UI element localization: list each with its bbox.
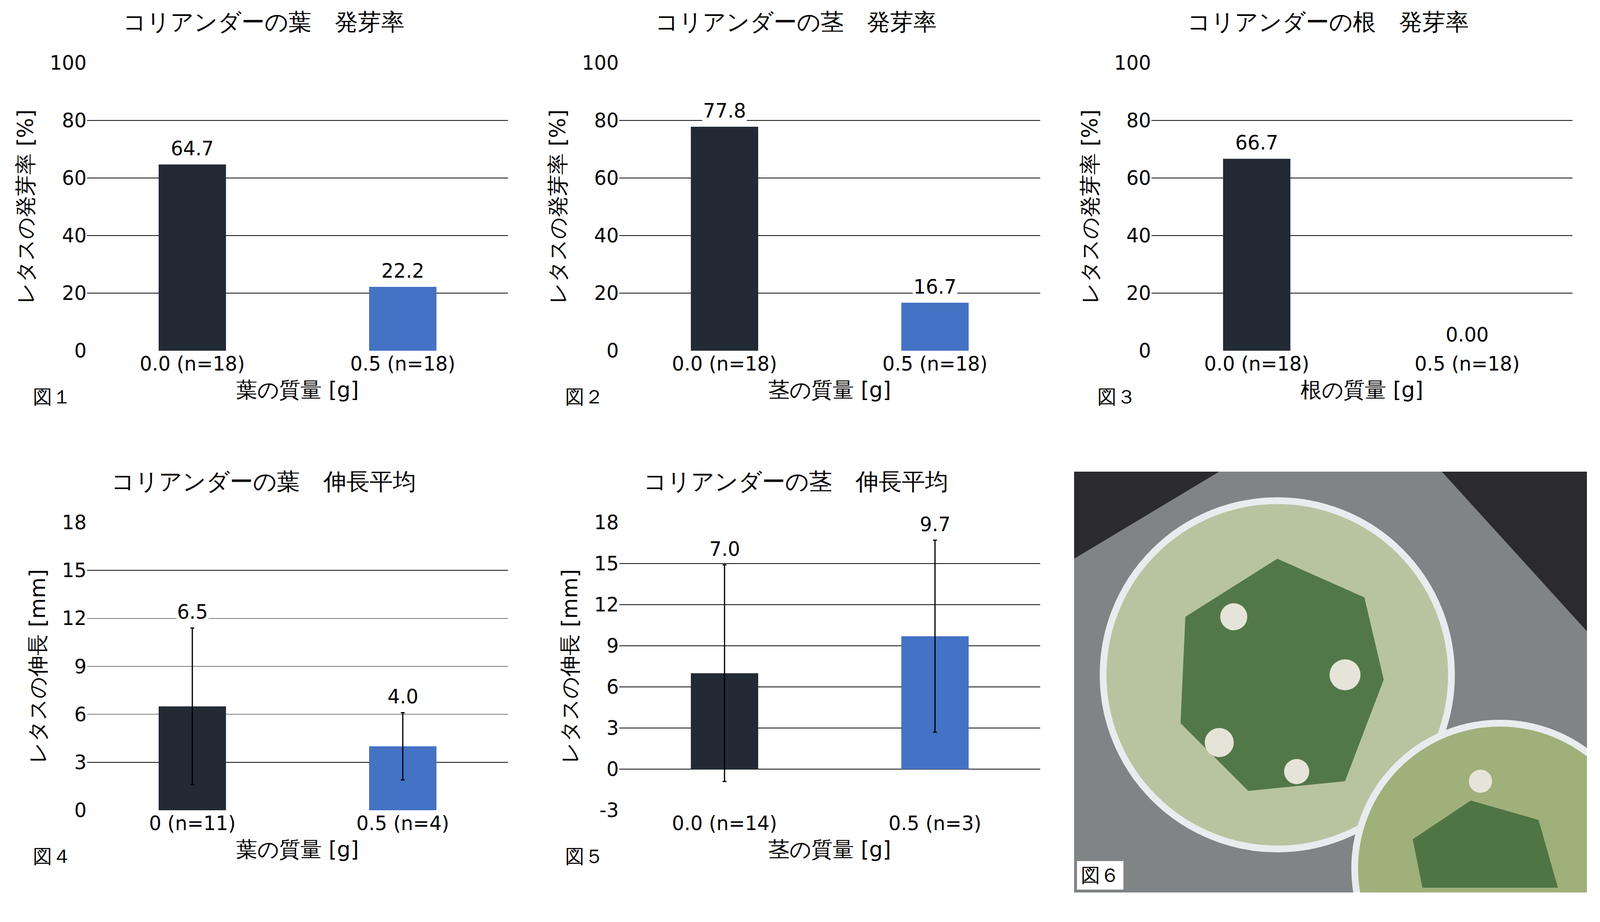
svg-text:0.5 (n=18): 0.5 (n=18) — [1414, 352, 1520, 375]
svg-text:図５: 図５ — [565, 845, 604, 868]
svg-text:66.7: 66.7 — [1235, 131, 1279, 154]
html-text:図６: 図６ — [1080, 864, 1120, 887]
svg-text:図３: 図３ — [1097, 385, 1137, 408]
svg-text:6.5: 6.5 — [177, 600, 209, 624]
svg-text:レタスの伸長 [mm]: レタスの伸長 [mm] — [557, 568, 583, 764]
svg-text:9: 9 — [606, 634, 619, 658]
svg-text:7.0: 7.0 — [709, 538, 741, 561]
svg-text:100: 100 — [1114, 51, 1152, 75]
svg-text:0.0 (n=18): 0.0 (n=18) — [139, 352, 245, 375]
svg-text:0.5 (n=18): 0.5 (n=18) — [882, 352, 988, 375]
svg-text:0.0 (n=14): 0.0 (n=14) — [672, 812, 778, 835]
svg-text:12: 12 — [61, 607, 87, 630]
svg-text:3: 3 — [74, 751, 87, 774]
svg-text:20: 20 — [61, 282, 87, 305]
svg-text:0.5 (n=18): 0.5 (n=18) — [350, 352, 456, 375]
svg-text:コリアンダーの葉 伸長平均: コリアンダーの葉 伸長平均 — [111, 467, 417, 495]
svg-text:0: 0 — [606, 339, 619, 362]
svg-text:80: 80 — [594, 109, 619, 132]
svg-text:60: 60 — [61, 166, 87, 190]
svg-text:葉の質量 [g]: 葉の質量 [g] — [236, 837, 359, 862]
svg-text:茎の質量 [g]: 茎の質量 [g] — [768, 377, 891, 403]
svg-text:0.5 (n=3): 0.5 (n=3) — [888, 812, 982, 835]
svg-text:4.0: 4.0 — [387, 685, 419, 708]
svg-text:茎の質量 [g]: 茎の質量 [g] — [768, 837, 891, 862]
svg-text:22.2: 22.2 — [381, 259, 425, 283]
svg-text:20: 20 — [1126, 282, 1152, 305]
svg-text:15: 15 — [61, 559, 87, 582]
svg-text:18: 18 — [594, 511, 619, 534]
svg-text:16.7: 16.7 — [913, 275, 957, 299]
svg-text:100: 100 — [49, 51, 87, 75]
svg-text:コリアンダーの茎 発芽率: コリアンダーの茎 発芽率 — [655, 8, 937, 36]
svg-text:9.7: 9.7 — [919, 513, 951, 536]
svg-text:0: 0 — [74, 339, 87, 362]
svg-text:0 (n=11): 0 (n=11) — [149, 812, 236, 835]
svg-text:6: 6 — [606, 675, 619, 699]
svg-text:40: 40 — [594, 224, 619, 247]
svg-text:80: 80 — [1126, 109, 1152, 132]
svg-text:40: 40 — [61, 224, 87, 247]
svg-text:60: 60 — [594, 166, 619, 190]
svg-text:9: 9 — [74, 655, 87, 678]
svg-text:レタスの伸長 [mm]: レタスの伸長 [mm] — [25, 568, 50, 764]
svg-text:6: 6 — [74, 703, 87, 726]
svg-text:0: 0 — [74, 799, 87, 822]
svg-text:15: 15 — [594, 552, 619, 575]
svg-text:レタスの発芽率 [%]: レタスの発芽率 [%] — [13, 109, 38, 304]
svg-text:図２: 図２ — [565, 385, 604, 408]
svg-text:3: 3 — [606, 717, 619, 740]
svg-text:図４: 図４ — [32, 845, 72, 868]
svg-text:12: 12 — [594, 593, 619, 616]
svg-text:-3: -3 — [599, 799, 619, 822]
svg-text:0.0 (n=18): 0.0 (n=18) — [1204, 352, 1310, 375]
svg-text:根の質量 [g]: 根の質量 [g] — [1300, 377, 1423, 403]
svg-text:18: 18 — [61, 511, 87, 534]
svg-text:20: 20 — [594, 282, 619, 305]
svg-text:0: 0 — [1138, 339, 1152, 362]
svg-text:77.8: 77.8 — [702, 99, 747, 122]
svg-text:0.00: 0.00 — [1445, 323, 1489, 346]
svg-text:コリアンダーの葉 発芽率: コリアンダーの葉 発芽率 — [122, 8, 405, 36]
svg-text:0: 0 — [606, 758, 619, 781]
svg-text:40: 40 — [1126, 224, 1152, 247]
svg-text:レタスの発芽率 [%]: レタスの発芽率 [%] — [1077, 109, 1103, 304]
svg-text:100: 100 — [582, 51, 619, 75]
svg-text:0.5 (n=4): 0.5 (n=4) — [356, 812, 450, 835]
svg-text:60: 60 — [1126, 166, 1152, 190]
svg-text:図１: 図１ — [32, 385, 72, 408]
svg-text:64.7: 64.7 — [170, 137, 214, 160]
svg-text:コリアンダーの茎 伸長平均: コリアンダーの茎 伸長平均 — [643, 467, 949, 495]
svg-text:レタスの発芽率 [%]: レタスの発芽率 [%] — [545, 109, 570, 304]
svg-text:葉の質量 [g]: 葉の質量 [g] — [236, 377, 359, 403]
svg-text:80: 80 — [61, 109, 87, 132]
svg-text:コリアンダーの根 発芽率: コリアンダーの根 発芽率 — [1187, 8, 1469, 36]
svg-text:0.0 (n=18): 0.0 (n=18) — [672, 352, 778, 375]
